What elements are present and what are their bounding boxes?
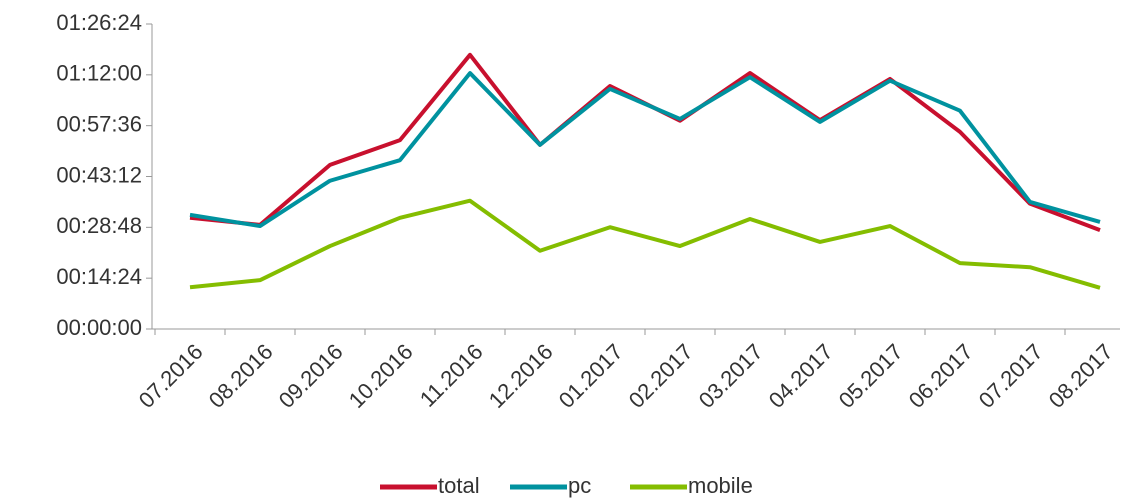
x-tick-label: 07.2016: [134, 339, 208, 413]
x-tick-label: 04.2017: [764, 339, 838, 413]
x-tick-label: 10.2016: [344, 339, 418, 413]
x-tick-label: 07.2017: [974, 339, 1048, 413]
series-line: [189, 52, 1101, 233]
y-tick-label: 01:12:00: [56, 61, 142, 86]
y-tick-label: 00:14:24: [56, 264, 142, 289]
x-tick-label: 12.2016: [484, 339, 558, 413]
y-tick-label: 00:00:00: [56, 315, 142, 340]
x-tick-label: 05.2017: [834, 339, 908, 413]
series-line: [189, 198, 1101, 290]
legend-label: pc: [568, 473, 591, 498]
x-tick-label: 08.2017: [1044, 339, 1118, 413]
y-tick-label: 00:57:36: [56, 111, 142, 136]
series-line: [189, 71, 1101, 229]
x-tick-label: 02.2017: [624, 339, 698, 413]
legend-label: mobile: [688, 473, 753, 498]
y-tick-label: 00:28:48: [56, 213, 142, 238]
x-tick-label: 09.2016: [274, 339, 348, 413]
y-tick-label: 00:43:12: [56, 162, 142, 187]
x-tick-label: 03.2017: [694, 339, 768, 413]
x-tick-label: 06.2017: [904, 339, 978, 413]
legend-label: total: [438, 473, 480, 498]
y-tick-label: 01:26:24: [56, 10, 142, 35]
x-tick-label: 08.2016: [204, 339, 278, 413]
x-tick-label: 11.2016: [415, 339, 488, 412]
x-tick-label: 01.2017: [554, 339, 628, 413]
